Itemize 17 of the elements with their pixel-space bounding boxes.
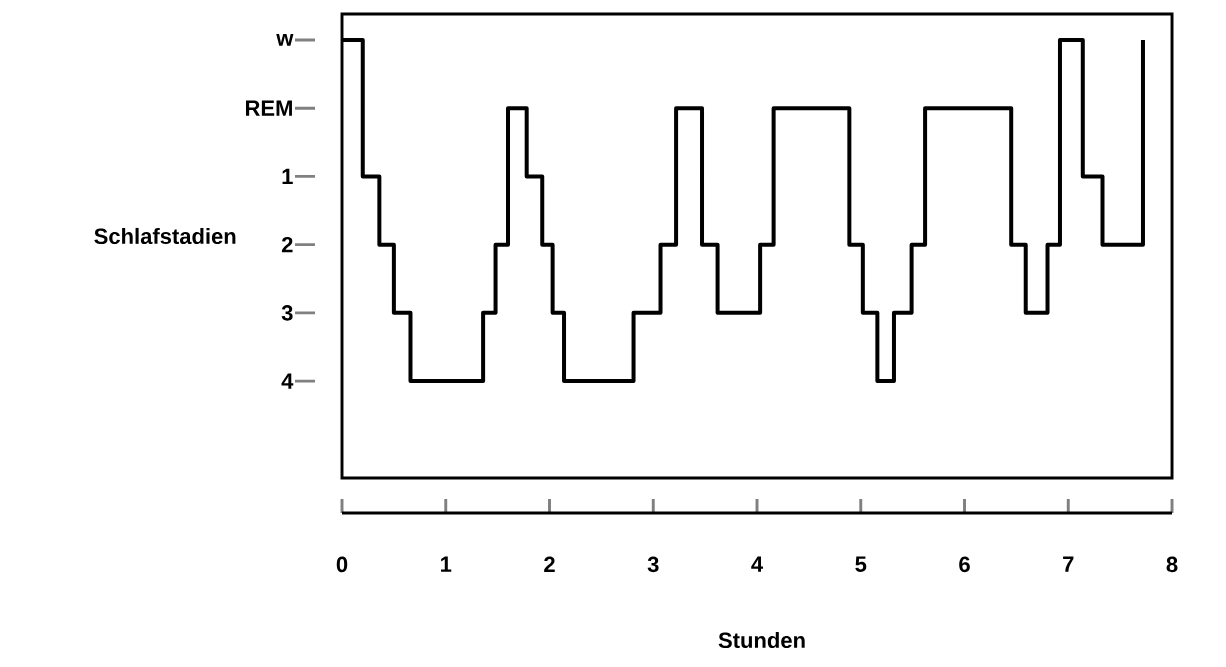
x-tick-label: 6 [959, 556, 970, 573]
x-tick-label: 4 [751, 556, 763, 572]
y-tick-label: 2 [281, 236, 293, 253]
x-axis-title: Stunden [718, 631, 805, 649]
y-tick-label: w [276, 34, 294, 46]
x-tick-label: 7 [1063, 556, 1074, 572]
x-tick-label: 3 [647, 556, 659, 573]
y-tick-label: REM [245, 100, 292, 116]
y-axis-title: Schlafstadien [94, 227, 236, 245]
y-tick-label: 3 [281, 305, 293, 321]
x-tick-label: 5 [855, 556, 867, 572]
x-tick-label: 0 [336, 556, 348, 573]
y-tick-label: 4 [281, 373, 294, 389]
y-tick-label: 1 [282, 168, 293, 184]
x-tick-label: 1 [441, 556, 452, 572]
x-tick-label: 2 [544, 556, 555, 572]
x-tick-label: 8 [1166, 556, 1178, 573]
